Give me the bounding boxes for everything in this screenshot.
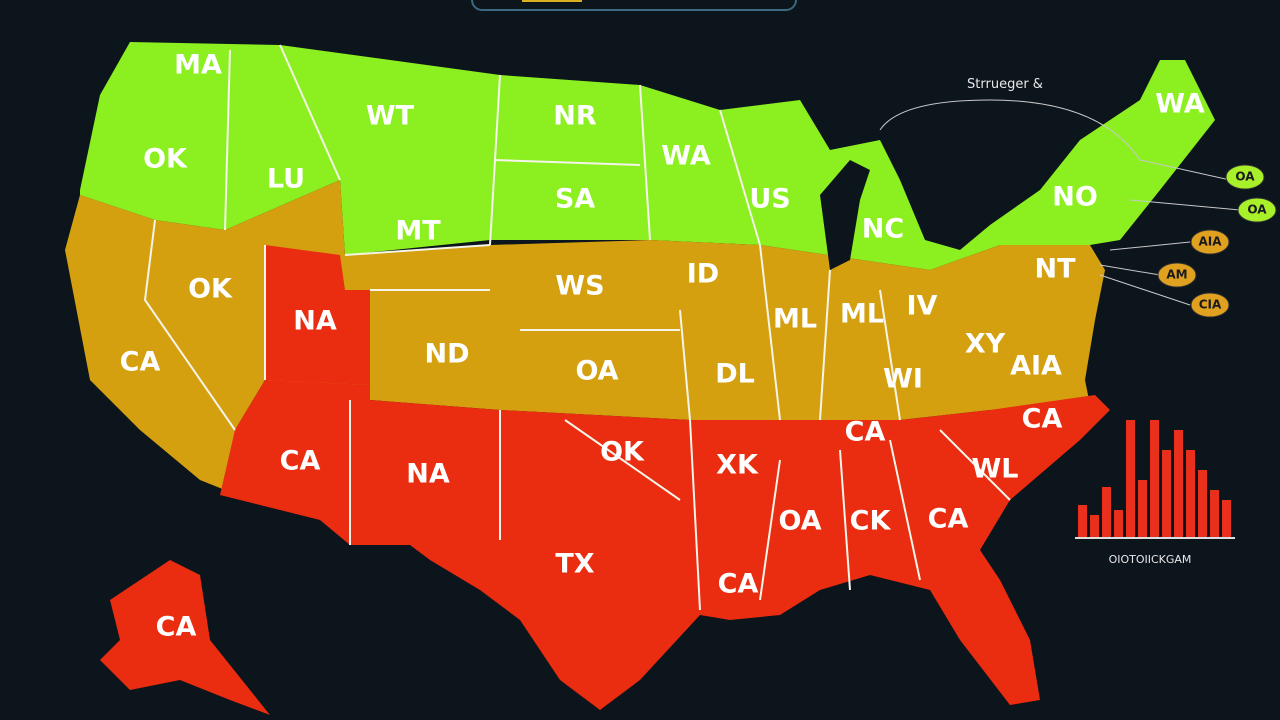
state-label: WI: [883, 364, 923, 395]
histogram-bar: [1114, 510, 1123, 537]
state-label: CA: [845, 417, 886, 448]
histogram-bar: [1138, 480, 1147, 537]
alaska: [100, 560, 270, 715]
callout-bubble: [1225, 164, 1265, 190]
histogram-bar: [1078, 505, 1087, 537]
state-label: MT: [395, 216, 441, 247]
state-label: US: [749, 184, 790, 215]
histogram-bar: [1186, 450, 1195, 537]
state-label: CA: [718, 569, 759, 600]
callout-bubble: [1190, 292, 1230, 318]
state-label: OK: [600, 437, 645, 468]
state-label: WA: [661, 141, 711, 172]
state-label: OK: [188, 274, 233, 305]
state-label: NA: [406, 459, 450, 490]
state-label: WA: [1155, 89, 1205, 120]
state-label: NT: [1034, 254, 1076, 285]
histogram-bar: [1222, 500, 1231, 537]
state-label: CK: [850, 506, 892, 537]
state-label: CA: [928, 504, 969, 535]
histogram-bar: [1174, 430, 1183, 537]
state-label: CA: [1022, 404, 1063, 435]
state-label: CA: [156, 612, 197, 643]
callout-bubble: [1157, 262, 1197, 288]
state-label: CA: [120, 347, 161, 378]
histogram-bar: [1198, 470, 1207, 537]
state-borders: [143, 44, 1011, 611]
state-label: NC: [862, 214, 904, 245]
state-label: TX: [555, 549, 594, 580]
state-label: NA: [293, 306, 337, 337]
state-label: WT: [366, 101, 415, 132]
state-label: LU: [267, 164, 305, 195]
region-green: [80, 42, 1215, 270]
callout-label: AM: [1166, 268, 1187, 282]
state-label: MA: [174, 50, 222, 81]
callout-label: CIA: [1199, 298, 1222, 312]
state-label: AIA: [1010, 351, 1062, 382]
legend-lines: [879, 99, 1241, 306]
state-label: SA: [555, 184, 595, 215]
histogram-bar: [1126, 420, 1135, 537]
top-panel-accent: [522, 0, 582, 2]
state-label: OA: [575, 356, 618, 387]
callout-label: AIA: [1198, 235, 1222, 249]
state-label: ML: [840, 299, 884, 330]
state-label: DL: [715, 359, 755, 390]
callout-label: OA: [1247, 203, 1267, 217]
histogram-bar: [1162, 450, 1171, 537]
state-label: NR: [553, 101, 597, 132]
state-label: ND: [424, 339, 469, 370]
histogram-bar: [1102, 487, 1111, 537]
state-label: NO: [1052, 182, 1098, 213]
state-label: WL: [972, 454, 1019, 485]
state-label: OK: [143, 144, 188, 175]
histogram-bar: [1210, 490, 1219, 537]
histogram-caption: OIOTOIICKGAM: [1109, 553, 1192, 566]
state-label: XK: [716, 450, 759, 481]
state-label: ML: [773, 304, 817, 335]
state-label: ID: [687, 259, 719, 290]
state-label: IV: [907, 291, 938, 322]
region-red: [265, 245, 370, 385]
callout-bubble: [1237, 197, 1277, 223]
state-label: CA: [280, 446, 321, 477]
great-lakes: [820, 140, 930, 270]
legend-title: Strrueger &: [967, 77, 1043, 92]
state-label: OA: [778, 506, 821, 537]
state-label: WS: [555, 271, 604, 302]
top-panel: [471, 0, 797, 11]
histogram-bar: [1090, 515, 1099, 537]
region-red: [220, 380, 1110, 710]
state-label: XY: [965, 329, 1006, 360]
histogram-bar: [1150, 420, 1159, 537]
callout-label: OA: [1235, 170, 1255, 184]
callout-bubble: [1190, 229, 1230, 255]
